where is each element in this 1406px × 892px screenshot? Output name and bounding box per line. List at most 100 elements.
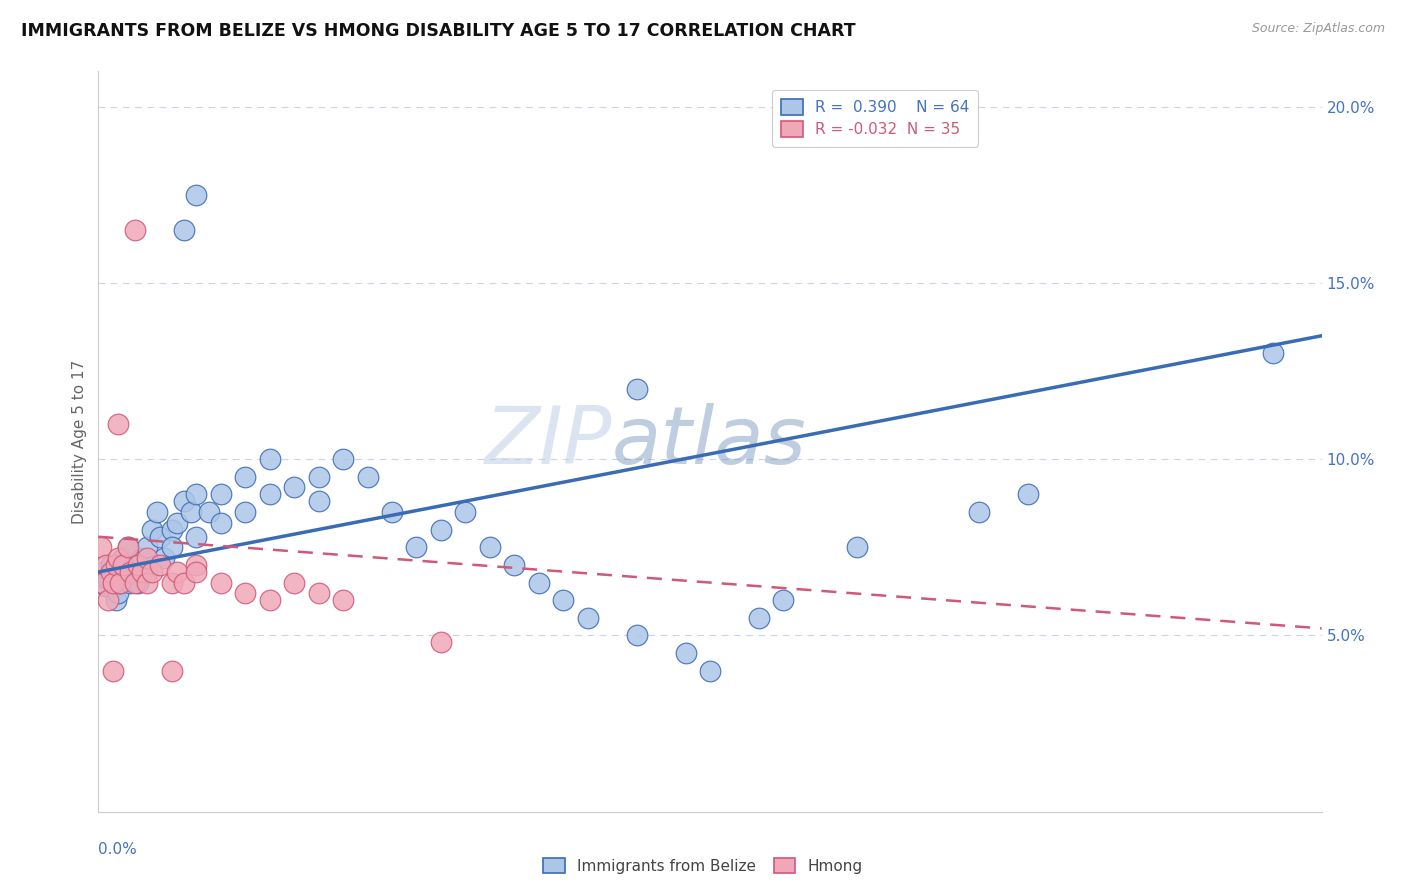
Text: IMMIGRANTS FROM BELIZE VS HMONG DISABILITY AGE 5 TO 17 CORRELATION CHART: IMMIGRANTS FROM BELIZE VS HMONG DISABILI… [21,22,856,40]
Point [149,530,172,544]
Point [90,541,112,555]
Point [308,586,330,600]
Point [107,417,129,431]
Point [91,575,114,590]
Point [166,565,188,579]
Point [283,575,305,590]
Point [186,487,208,501]
Point [173,223,195,237]
Point [430,523,453,537]
Point [141,565,163,579]
Point [381,505,404,519]
Point [121,565,143,579]
Point [186,530,208,544]
Point [117,541,139,555]
Point [120,575,142,590]
Point [308,470,330,484]
Point [166,516,188,530]
Point [233,505,256,519]
Point [173,575,195,590]
Point [111,550,134,565]
Point [259,452,281,467]
Point [136,565,159,579]
Point [209,575,232,590]
Point [430,635,453,649]
Point [197,505,219,519]
Point [332,593,354,607]
Point [136,575,159,590]
Point [209,516,232,530]
Point [124,223,146,237]
Point [136,550,159,565]
Point [186,565,208,579]
Point [100,565,122,579]
Point [332,452,354,467]
Legend: R =  0.390    N = 64, R = -0.032  N = 35: R = 0.390 N = 64, R = -0.032 N = 35 [772,90,979,146]
Point [101,664,124,678]
Point [186,187,208,202]
Point [91,565,114,579]
Point [97,572,120,586]
Point [120,565,142,579]
Point [127,558,149,572]
Point [180,505,202,519]
Point [209,487,232,501]
Point [283,480,305,494]
Point [110,575,132,590]
Point [967,505,990,519]
Point [160,523,183,537]
Point [110,575,132,590]
Point [101,575,124,590]
Point [136,541,159,555]
Point [100,558,122,572]
Point [173,494,195,508]
Point [104,593,127,607]
Point [233,470,256,484]
Point [124,575,146,590]
Point [1261,346,1284,360]
Point [308,494,330,508]
Point [503,558,526,572]
Point [1017,487,1039,501]
Point [111,558,134,572]
Text: atlas: atlas [612,402,807,481]
Point [160,541,183,555]
Point [454,505,477,519]
Point [259,593,281,607]
Point [94,558,117,572]
Point [107,550,129,565]
Point [160,664,183,678]
Point [527,575,550,590]
Point [626,628,648,642]
Point [104,558,127,572]
Point [124,558,146,572]
Point [127,575,149,590]
Point [405,541,427,555]
Point [94,579,117,593]
Point [101,575,124,590]
Point [114,558,136,572]
Point [576,611,599,625]
Point [141,523,163,537]
Point [160,575,183,590]
Legend: Immigrants from Belize, Hmong: Immigrants from Belize, Hmong [537,852,869,880]
Point [478,541,501,555]
Point [107,586,129,600]
Point [149,558,172,572]
Text: 0.0%: 0.0% [98,842,138,857]
Point [259,487,281,501]
Point [111,565,134,579]
Point [131,550,153,565]
Point [131,565,153,579]
Point [97,593,120,607]
Point [153,550,176,565]
Point [129,565,152,579]
Point [699,664,721,678]
Point [626,382,648,396]
Point [186,558,208,572]
Point [748,611,770,625]
Text: ZIP: ZIP [485,402,612,481]
Point [553,593,575,607]
Y-axis label: Disability Age 5 to 17: Disability Age 5 to 17 [72,359,87,524]
Point [117,541,139,555]
